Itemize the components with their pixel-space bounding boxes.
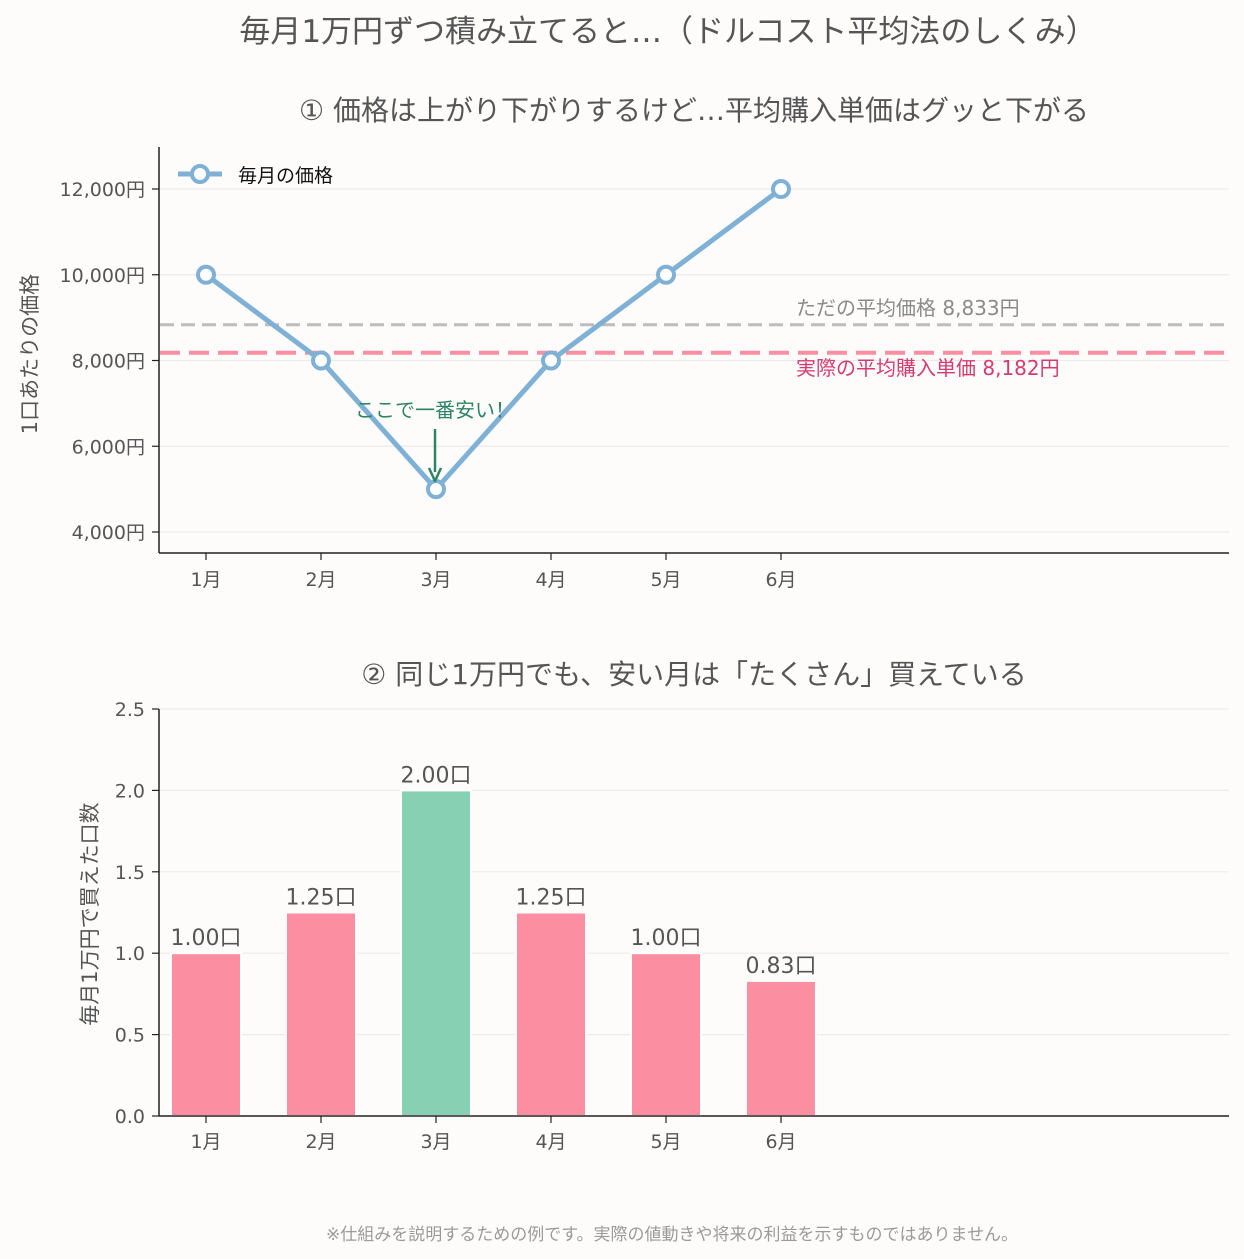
- bar: [285, 911, 357, 1117]
- footnote: ※仕組みを説明するための例です。実際の値動きや将来の利益を示すものではありません…: [326, 1225, 1018, 1245]
- cheapest-annotation-text: ここで一番安い！: [355, 398, 515, 422]
- x-tick-label: 2月: [305, 569, 336, 591]
- price-chart-title: ① 価格は上がり下がりするけど…平均購入単価はグッと下がる: [299, 94, 1089, 127]
- price-point: [541, 350, 561, 371]
- units-chart-bars: [170, 789, 817, 1118]
- price-chart-reference-lines: [160, 323, 1229, 355]
- cheapest-annotation: ここで一番安い！: [355, 398, 515, 483]
- price-chart-y-ticks: 4,000円 6,000円 8,000円 10,000円 12,000円: [60, 179, 159, 544]
- units-chart-title: ② 同じ1万円でも、安い月は「たくさん」買えている: [361, 658, 1027, 691]
- cheapest-annotation-arrow-head: [427, 467, 443, 483]
- y-tick-label: 2.5: [115, 699, 145, 721]
- price-chart-x-ticks: 1月 2月 3月 4月 5月 6月: [190, 553, 797, 591]
- bar-data-label: 1.00口: [171, 926, 242, 951]
- x-tick-label: 1月: [190, 1131, 221, 1153]
- price-point: [426, 479, 446, 500]
- x-tick-label: 6月: [765, 569, 796, 591]
- units-chart-x-ticks: 1月 2月 3月 4月 5月 6月: [190, 1116, 797, 1153]
- bar-data-label: 1.25口: [516, 886, 587, 911]
- x-tick-label: 2月: [305, 1131, 336, 1153]
- price-point: [771, 179, 791, 199]
- bar: [630, 952, 702, 1118]
- y-tick-label: 10,000円: [60, 265, 145, 287]
- x-tick-label: 4月: [535, 1131, 566, 1153]
- x-tick-label: 1月: [190, 569, 221, 591]
- figure-title: 毎月1万円ずつ積み立てると…（ドルコスト平均法のしくみ）: [239, 14, 1096, 50]
- price-point: [196, 264, 216, 285]
- bar-data-label: 1.00口: [631, 926, 702, 951]
- units-chart: ② 同じ1万円でも、安い月は「たくさん」買えている 1.00口1.25口2.00…: [78, 658, 1229, 1153]
- price-chart-grid: [160, 188, 1229, 533]
- y-tick-label: 0.0: [115, 1106, 145, 1128]
- legend-marker-swatch: [190, 164, 210, 184]
- price-series-line: [203, 186, 784, 492]
- x-tick-label: 3月: [420, 569, 451, 591]
- y-tick-label: 8,000円: [72, 351, 145, 373]
- price-series-points: [196, 179, 791, 500]
- price-point: [311, 350, 331, 371]
- price-chart-legend: 毎月の価格: [178, 164, 333, 187]
- y-tick-label: 1.5: [115, 862, 145, 884]
- price-chart-y-label: 1口あたりの価格: [18, 274, 42, 434]
- x-tick-label: 6月: [765, 1131, 796, 1153]
- price-point: [656, 264, 676, 285]
- y-tick-label: 12,000円: [60, 179, 145, 201]
- x-tick-label: 5月: [650, 1131, 681, 1153]
- y-tick-label: 1.0: [115, 943, 145, 965]
- bar: [170, 952, 242, 1118]
- actual-average-label: 実際の平均購入単価 8,182円: [796, 356, 1060, 380]
- y-tick-label: 0.5: [115, 1025, 145, 1047]
- bar: [515, 911, 587, 1117]
- x-tick-label: 4月: [535, 569, 566, 591]
- units-chart-data-labels: 1.00口 1.25口 2.00口 1.25口 1.00口 0.83口: [171, 763, 817, 978]
- x-tick-label: 5月: [650, 569, 681, 591]
- price-chart: ① 価格は上がり下がりするけど…平均購入単価はグッと下がる 4,000円 6,00…: [18, 94, 1229, 591]
- y-tick-label: 6,000円: [72, 436, 145, 458]
- units-chart-y-ticks: 0.0 0.5 1.0 1.5 2.0 2.5: [115, 699, 159, 1128]
- legend-entry-price: 毎月の価格: [238, 165, 333, 187]
- bar-highlight: [400, 789, 472, 1118]
- x-tick-label: 3月: [420, 1131, 451, 1153]
- y-tick-label: 4,000円: [72, 522, 145, 544]
- bar-data-label: 0.83口: [746, 954, 817, 979]
- bar: [745, 979, 817, 1117]
- bar-data-label: 2.00口: [401, 763, 472, 788]
- bar-data-label: 1.25口: [286, 886, 357, 911]
- y-tick-label: 2.0: [115, 780, 145, 802]
- units-chart-y-label: 毎月1万円で買えた口数: [78, 802, 102, 1025]
- simple-average-label: ただの平均価格 8,833円: [796, 296, 1020, 320]
